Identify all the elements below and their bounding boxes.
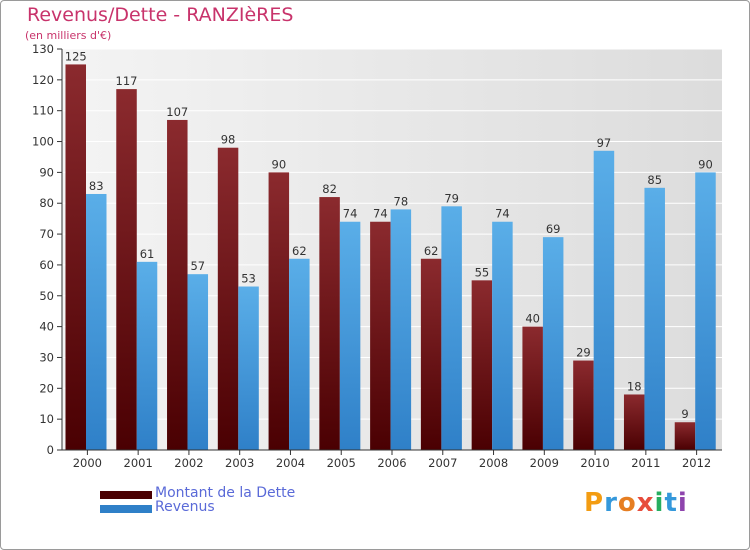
bar-revenus bbox=[644, 187, 665, 451]
bar-revenus bbox=[187, 274, 209, 450]
bar-dette bbox=[420, 258, 442, 450]
bar-dette bbox=[522, 326, 543, 450]
y-tick-label: 20 bbox=[39, 381, 54, 395]
x-tick-label: 2011 bbox=[631, 456, 660, 470]
legend-swatch-dette bbox=[100, 491, 152, 499]
data-label-revenus: 85 bbox=[647, 173, 662, 187]
bar-dette bbox=[319, 197, 340, 450]
data-label-revenus: 74 bbox=[495, 207, 510, 221]
data-label-dette: 98 bbox=[221, 133, 236, 147]
proxiti-logo: Proxiti bbox=[584, 488, 688, 518]
y-tick-label: 60 bbox=[39, 258, 54, 272]
bar-dette bbox=[268, 172, 290, 450]
y-tick-label: 130 bbox=[32, 42, 54, 56]
logo-letter: i bbox=[654, 488, 665, 518]
x-tick-label: 2009 bbox=[530, 456, 559, 470]
data-label-dette: 18 bbox=[627, 379, 642, 393]
logo-letter: x bbox=[636, 488, 655, 518]
y-tick-label: 90 bbox=[39, 165, 54, 179]
y-tick-label: 110 bbox=[32, 104, 54, 118]
bar-dette bbox=[674, 422, 696, 450]
y-tick-label: 10 bbox=[39, 412, 54, 426]
x-tick-label: 2002 bbox=[174, 456, 203, 470]
x-tick-label: 2012 bbox=[682, 456, 711, 470]
data-label-revenus: 78 bbox=[394, 194, 409, 208]
bar-dette bbox=[167, 119, 188, 450]
y-tick-label: 70 bbox=[39, 227, 54, 241]
data-label-dette: 90 bbox=[272, 157, 287, 171]
data-label-revenus: 57 bbox=[190, 259, 205, 273]
data-label-revenus: 61 bbox=[140, 247, 155, 261]
logo-letter: i bbox=[677, 488, 688, 518]
bar-dette bbox=[217, 147, 239, 450]
y-tick-label: 120 bbox=[32, 73, 54, 87]
bar-revenus bbox=[136, 261, 158, 450]
x-tick-label: 2003 bbox=[225, 456, 254, 470]
data-label-dette: 40 bbox=[525, 312, 540, 326]
bar-dette bbox=[573, 360, 594, 450]
bar-revenus bbox=[238, 286, 259, 450]
x-tick-label: 2004 bbox=[276, 456, 305, 470]
bar-revenus bbox=[593, 150, 615, 451]
bar-revenus bbox=[542, 237, 564, 450]
x-tick-label: 2010 bbox=[580, 456, 609, 470]
data-label-revenus: 69 bbox=[546, 222, 561, 236]
chart-title: Revenus/Dette - RANZIèRES bbox=[27, 4, 294, 26]
bar-dette bbox=[623, 394, 645, 450]
data-label-dette: 82 bbox=[322, 182, 337, 196]
logo-letter: o bbox=[617, 488, 637, 518]
bar-revenus bbox=[86, 193, 107, 450]
data-label-revenus: 90 bbox=[698, 157, 713, 171]
bar-revenus bbox=[695, 172, 716, 450]
data-label-revenus: 74 bbox=[343, 207, 358, 221]
y-tick-label: 0 bbox=[47, 443, 54, 457]
legend-label-revenus: Revenus bbox=[155, 499, 215, 515]
data-label-dette: 125 bbox=[65, 49, 87, 63]
legend-swatch-revenus bbox=[100, 505, 152, 513]
data-label-dette: 55 bbox=[475, 265, 490, 279]
bar-revenus bbox=[492, 221, 513, 450]
logo-letter: r bbox=[604, 488, 618, 518]
bar-dette bbox=[370, 221, 391, 450]
logo-letter: t bbox=[664, 488, 678, 518]
bar-dette bbox=[116, 89, 137, 450]
data-label-revenus: 62 bbox=[292, 244, 307, 258]
bar-dette bbox=[471, 280, 493, 450]
legend-label-dette: Montant de la Dette bbox=[155, 485, 296, 501]
y-tick-label: 40 bbox=[39, 320, 54, 334]
x-tick-label: 2006 bbox=[377, 456, 406, 470]
data-label-dette: 117 bbox=[116, 74, 138, 88]
bar-revenus bbox=[289, 258, 310, 450]
bar-dette bbox=[65, 64, 86, 450]
data-label-dette: 62 bbox=[424, 244, 439, 258]
logo-letter: P bbox=[584, 488, 605, 518]
y-tick-label: 30 bbox=[39, 350, 54, 364]
y-tick-label: 50 bbox=[39, 289, 54, 303]
x-tick-label: 2001 bbox=[124, 456, 153, 470]
data-label-revenus: 97 bbox=[597, 136, 612, 150]
y-tick-label: 100 bbox=[32, 135, 54, 149]
x-tick-label: 2005 bbox=[327, 456, 356, 470]
data-label-dette: 74 bbox=[373, 207, 388, 221]
data-label-revenus: 53 bbox=[241, 272, 256, 286]
data-label-revenus: 83 bbox=[89, 179, 104, 193]
x-tick-label: 2007 bbox=[428, 456, 457, 470]
x-tick-label: 2008 bbox=[479, 456, 508, 470]
data-label-dette: 107 bbox=[166, 105, 188, 119]
data-label-dette: 9 bbox=[681, 407, 688, 421]
chart-subtitle: (en milliers d'€) bbox=[25, 29, 112, 42]
bar-revenus bbox=[441, 206, 462, 450]
data-label-dette: 29 bbox=[576, 346, 591, 360]
y-tick-label: 80 bbox=[39, 196, 54, 210]
x-tick-label: 2000 bbox=[73, 456, 102, 470]
data-label-revenus: 79 bbox=[444, 191, 459, 205]
bar-revenus bbox=[390, 209, 412, 450]
bar-revenus bbox=[339, 221, 361, 450]
